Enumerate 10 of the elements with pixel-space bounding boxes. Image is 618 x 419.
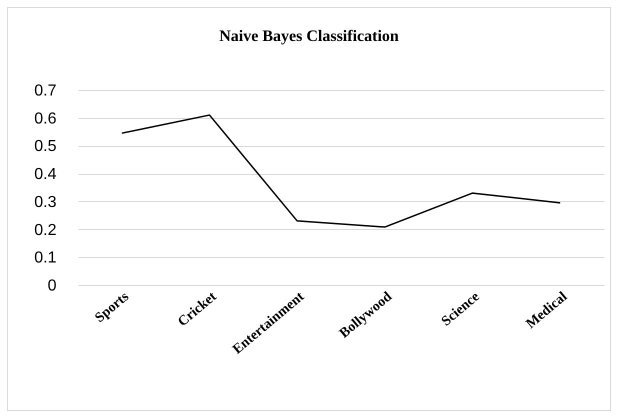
y-tick-label: 0.4 [34,166,57,184]
y-tick-label: 0.5 [34,138,57,156]
chart-title: Naive Bayes Classification [219,28,399,45]
y-tick-label: 0.6 [34,110,57,128]
y-tick-label: 0.2 [34,222,57,239]
y-tick-label: 0 [48,278,57,294]
y-tick-label: 0.1 [34,250,57,267]
y-tick-label: 0.3 [34,194,57,211]
y-tick-label: 0.7 [34,82,57,100]
line-series [121,114,561,228]
